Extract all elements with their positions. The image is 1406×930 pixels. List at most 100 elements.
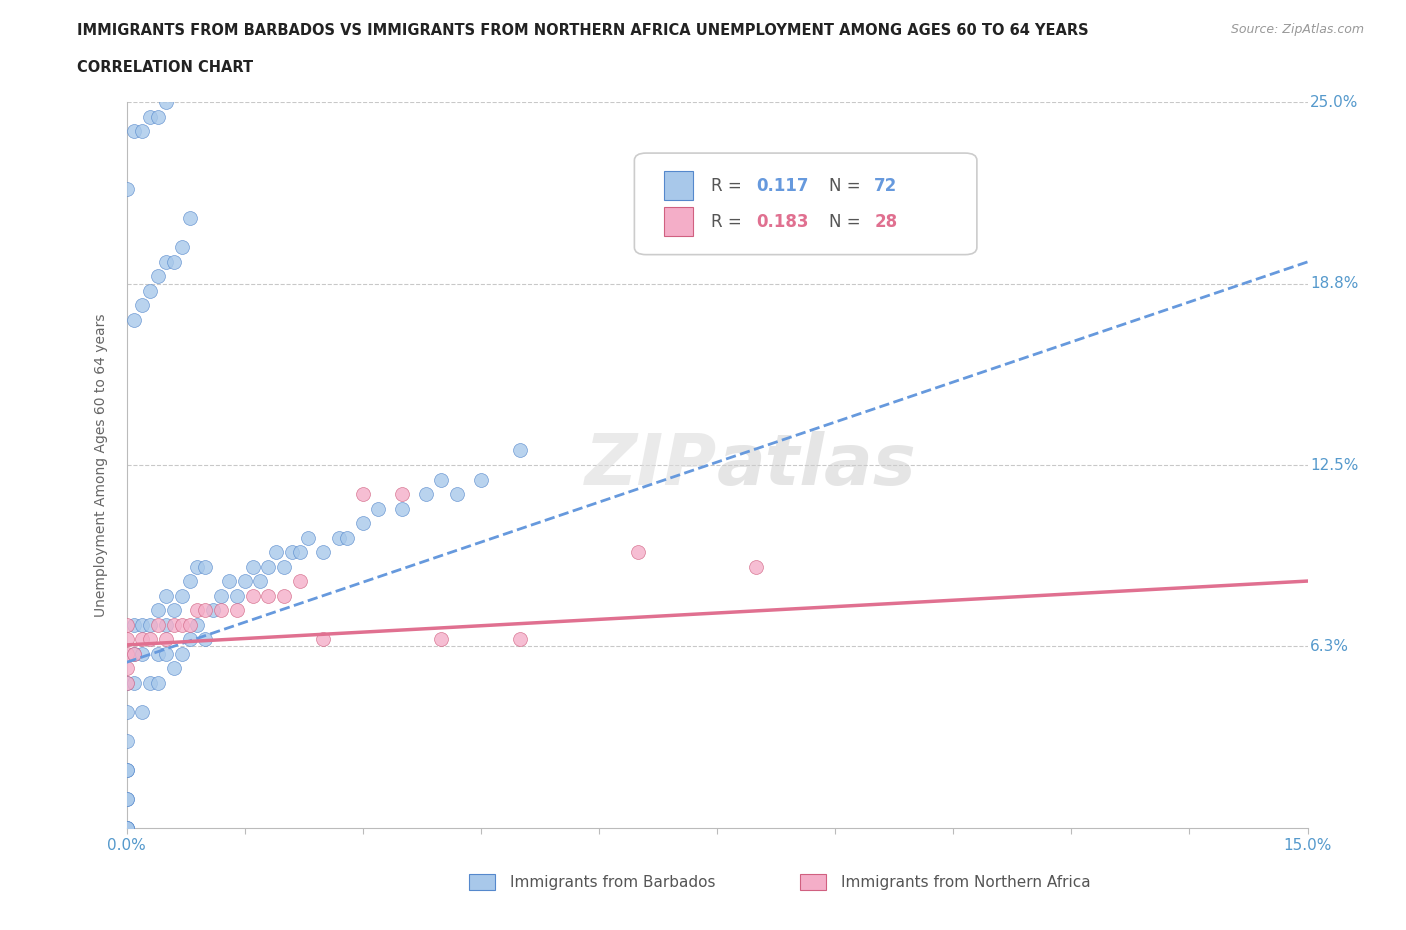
FancyBboxPatch shape xyxy=(664,171,693,200)
Point xyxy=(430,472,453,487)
Point xyxy=(186,618,208,632)
Text: Immigrants from Northern Africa: Immigrants from Northern Africa xyxy=(841,874,1091,890)
Point xyxy=(146,110,169,125)
Point xyxy=(202,603,225,618)
Point xyxy=(273,559,295,574)
Point xyxy=(627,545,650,560)
Point xyxy=(242,559,264,574)
Point xyxy=(155,255,177,270)
Point xyxy=(336,530,359,545)
Point xyxy=(257,559,280,574)
Point xyxy=(124,618,146,632)
Point xyxy=(155,631,177,646)
Point xyxy=(124,675,146,690)
Point xyxy=(155,646,177,661)
Point xyxy=(139,631,162,646)
Point xyxy=(352,515,374,530)
Text: 12.5%: 12.5% xyxy=(1310,458,1358,472)
Point xyxy=(155,95,177,110)
Point xyxy=(288,545,311,560)
Point xyxy=(155,588,177,603)
Y-axis label: Unemployment Among Ages 60 to 64 years: Unemployment Among Ages 60 to 64 years xyxy=(94,313,108,617)
Point xyxy=(115,733,138,748)
Point xyxy=(367,501,389,516)
Point xyxy=(146,646,169,661)
Point xyxy=(115,820,138,835)
Point xyxy=(115,660,138,675)
Point xyxy=(288,574,311,589)
Point xyxy=(264,545,287,560)
Point xyxy=(186,603,208,618)
Point xyxy=(115,820,138,835)
Text: 25.0%: 25.0% xyxy=(1310,95,1358,110)
Point xyxy=(242,588,264,603)
Point xyxy=(170,240,193,255)
Point xyxy=(115,675,138,690)
Point xyxy=(146,675,169,690)
Point xyxy=(179,574,201,589)
Text: 72: 72 xyxy=(875,177,897,194)
Point xyxy=(312,631,335,646)
Text: CORRELATION CHART: CORRELATION CHART xyxy=(77,60,253,75)
Point xyxy=(209,588,232,603)
Point xyxy=(115,763,138,777)
Text: 18.8%: 18.8% xyxy=(1310,276,1358,291)
Point xyxy=(115,618,138,632)
Point xyxy=(131,124,153,139)
Point xyxy=(273,588,295,603)
FancyBboxPatch shape xyxy=(664,207,693,236)
Point xyxy=(115,791,138,806)
Text: R =: R = xyxy=(711,177,747,194)
Point xyxy=(509,443,531,458)
Point xyxy=(115,675,138,690)
Text: 28: 28 xyxy=(875,213,897,231)
Point xyxy=(163,618,186,632)
Point xyxy=(186,559,208,574)
Text: IMMIGRANTS FROM BARBADOS VS IMMIGRANTS FROM NORTHERN AFRICA UNEMPLOYMENT AMONG A: IMMIGRANTS FROM BARBADOS VS IMMIGRANTS F… xyxy=(77,23,1090,38)
Point xyxy=(352,486,374,501)
Point xyxy=(194,559,217,574)
Point xyxy=(139,618,162,632)
Point xyxy=(179,211,201,226)
Text: Immigrants from Barbados: Immigrants from Barbados xyxy=(510,874,716,890)
Point xyxy=(115,763,138,777)
Point xyxy=(146,603,169,618)
Point xyxy=(391,501,413,516)
Point xyxy=(146,269,169,284)
Point xyxy=(124,124,146,139)
Point xyxy=(179,618,201,632)
Point xyxy=(170,646,193,661)
Point xyxy=(509,631,531,646)
Point xyxy=(139,110,162,125)
Point xyxy=(124,646,146,661)
Point xyxy=(115,820,138,835)
Point xyxy=(391,486,413,501)
Point xyxy=(170,618,193,632)
Point xyxy=(131,631,153,646)
Point xyxy=(179,631,201,646)
Point xyxy=(430,631,453,646)
Point xyxy=(115,182,138,197)
Point xyxy=(146,618,169,632)
Point xyxy=(745,559,768,574)
Point xyxy=(139,284,162,299)
FancyBboxPatch shape xyxy=(470,874,495,890)
Point xyxy=(131,646,153,661)
Point xyxy=(115,704,138,719)
Point xyxy=(139,675,162,690)
Text: 0.183: 0.183 xyxy=(756,213,808,231)
Point xyxy=(446,486,468,501)
Point xyxy=(249,574,271,589)
FancyBboxPatch shape xyxy=(800,874,825,890)
Point xyxy=(415,486,437,501)
Point xyxy=(225,603,247,618)
Point xyxy=(257,588,280,603)
Point xyxy=(218,574,240,589)
Point xyxy=(225,588,247,603)
Point xyxy=(131,618,153,632)
Point xyxy=(194,603,217,618)
Text: ZIP: ZIP xyxy=(585,431,717,499)
Point xyxy=(115,646,138,661)
Point xyxy=(124,646,146,661)
Point xyxy=(233,574,256,589)
